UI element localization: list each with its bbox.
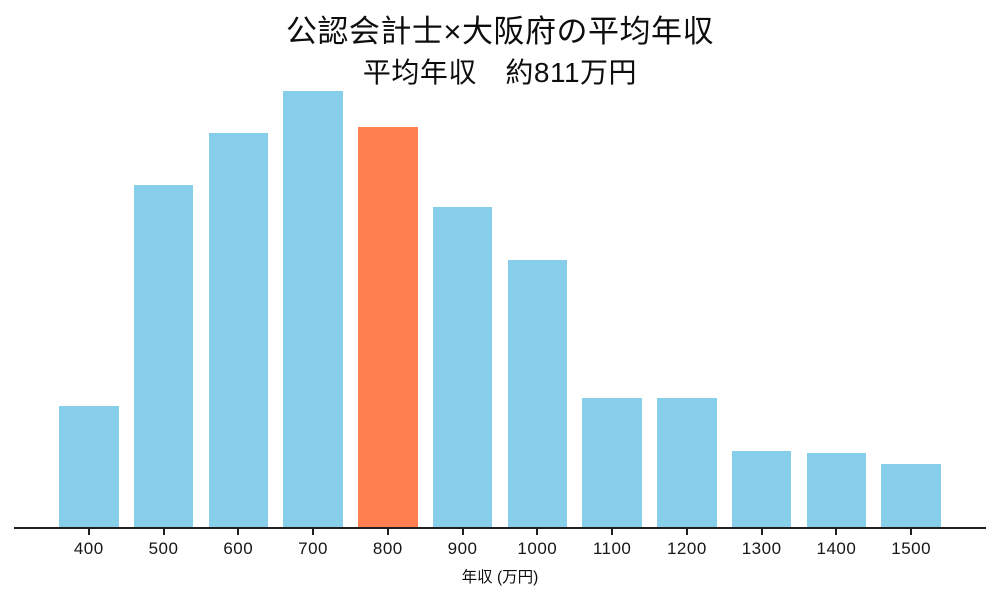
x-tick-1300 [760, 529, 763, 535]
bar-column-1500: 1500 [881, 80, 941, 558]
bar-600 [208, 133, 269, 528]
bar-column-1400: 1400 [806, 80, 867, 558]
plot-columns: 400 500 600 700 800 900 1000 1100 1200 1300 1400 15… [59, 80, 941, 558]
bar-1000 [507, 260, 568, 528]
x-tick-label-400: 400 [73, 539, 104, 558]
x-tick-label-900: 900 [447, 539, 478, 558]
bar-column-700: 700 [283, 80, 343, 558]
x-tick-label-1200: 1200 [666, 539, 707, 558]
bar-1200 [657, 398, 717, 528]
x-tick-label-700: 700 [298, 539, 328, 558]
x-tick-label-1300: 1300 [741, 539, 782, 558]
bar-500 [133, 185, 194, 528]
x-tick-1100 [611, 529, 614, 535]
x-tick-label-500: 500 [148, 539, 179, 558]
bar-900 [432, 207, 493, 528]
chart-subtitle: 平均年収 約811万円 [362, 57, 638, 88]
bar-1100 [582, 398, 642, 528]
x-tick-label-1100: 1100 [592, 539, 632, 558]
bar-400 [59, 406, 119, 528]
x-tick-1400 [835, 529, 838, 535]
x-tick-600 [237, 529, 240, 535]
x-tick-label-600: 600 [223, 539, 254, 558]
bar-800 [358, 127, 418, 528]
bar-column-1000: 1000 [507, 80, 568, 558]
bar-column-1300: 1300 [731, 80, 792, 558]
x-tick-1000 [536, 529, 539, 535]
x-tick-700 [312, 529, 315, 535]
x-tick-800 [386, 529, 389, 535]
bar-column-800: 800 [358, 80, 418, 558]
bar-column-1100: 1100 [582, 80, 642, 558]
bar-column-600: 600 [208, 80, 269, 558]
x-tick-label-1400: 1400 [816, 539, 857, 558]
bar-1500 [881, 464, 941, 528]
x-tick-label-1000: 1000 [517, 539, 558, 558]
bar-column-400: 400 [59, 80, 119, 558]
bar-column-1200: 1200 [657, 80, 717, 558]
x-tick-label-800: 800 [372, 539, 403, 558]
x-tick-1200 [685, 529, 688, 535]
x-tick-900 [461, 529, 464, 535]
x-tick-label-1500: 1500 [891, 539, 932, 558]
x-axis-line [14, 527, 986, 529]
bar-column-900: 900 [432, 80, 493, 558]
bar-700 [283, 91, 343, 528]
bar-1400 [806, 453, 867, 528]
bar-1300 [731, 451, 792, 528]
chart-title: 公認会計士×大阪府の平均年収 [285, 14, 715, 49]
x-tick-500 [162, 529, 165, 535]
x-axis-title: 年収 (万円) [461, 569, 539, 586]
x-tick-400 [87, 529, 90, 535]
bar-column-500: 500 [133, 80, 194, 558]
x-tick-1500 [910, 529, 913, 535]
